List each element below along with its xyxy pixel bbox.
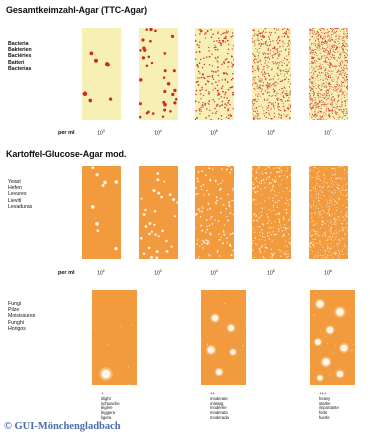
label-yeast-es: Levaduras bbox=[8, 203, 33, 210]
concentration-label: 103 bbox=[97, 129, 105, 137]
label-fungi-de: Pilze bbox=[8, 307, 20, 314]
label-fungi-it: Funghi bbox=[8, 319, 24, 326]
level-word: importante bbox=[319, 405, 339, 411]
yeast-agar-strip-4-graphic bbox=[252, 166, 291, 259]
ttc-agar-strip-4-graphic bbox=[252, 28, 291, 120]
fungi-agar-strip-1-graphic bbox=[92, 290, 137, 385]
level-word: ligera bbox=[101, 414, 112, 420]
concentration-label: 104 bbox=[210, 269, 218, 277]
label-yeast-en: Yeast bbox=[8, 179, 21, 185]
level-marker-heavy: +++ bbox=[319, 391, 327, 396]
fungi-labels: Fungi Pilze Moisissures Funghi Hongos bbox=[8, 301, 35, 332]
level-word: fuerte bbox=[319, 414, 330, 420]
copyright-watermark: © GUI-Mönchengladbach bbox=[4, 421, 121, 432]
yeast-agar-strip-5 bbox=[309, 166, 348, 259]
level-legend-moderate: ++ moderate mässig modérée moderata mode… bbox=[210, 391, 229, 421]
yeast-agar-strip-5-graphic bbox=[309, 166, 348, 259]
fungi-agar-strip-3-graphic bbox=[310, 290, 355, 385]
label-fungi-es: Hongos bbox=[8, 325, 26, 332]
label-bacteria-en: Bacteria bbox=[8, 41, 29, 47]
yeast-agar-strip-1-graphic bbox=[82, 166, 121, 259]
level-word: forte bbox=[319, 410, 328, 416]
concentration-label: 104 bbox=[154, 129, 162, 137]
ttc-agar-strip-1-graphic bbox=[82, 28, 121, 120]
concentration-label: 107 bbox=[324, 129, 332, 137]
section-title-kartoffel-agar: Kartoffel-Glucose-Agar mod. bbox=[6, 149, 127, 159]
fungi-agar-strip-2 bbox=[201, 290, 246, 385]
level-marker-slight: + bbox=[101, 391, 104, 396]
level-word: leggera bbox=[101, 410, 115, 416]
yeast-agar-strip-2 bbox=[139, 166, 178, 259]
label-bacteria-de: Bakterien bbox=[8, 47, 32, 54]
fungi-agar-strip-2-graphic bbox=[201, 290, 246, 385]
label-yeast-de: Hefen bbox=[8, 185, 22, 192]
label-bacteria-fr: Bactéries bbox=[8, 53, 32, 60]
yeast-agar-strip-1 bbox=[82, 166, 121, 259]
concentration-label: 105 bbox=[267, 269, 275, 277]
per-ml-label-2: per ml bbox=[58, 270, 75, 276]
yeast-agar-strip-2-graphic bbox=[139, 166, 178, 259]
label-bacteria-it: Batteri bbox=[8, 59, 25, 66]
level-word: slight bbox=[101, 395, 111, 401]
ttc-agar-strip-4 bbox=[252, 28, 291, 120]
ttc-agar-strip-5-graphic bbox=[309, 28, 348, 120]
ttc-agar-strip-3-graphic bbox=[195, 28, 234, 120]
bacteria-labels: Bacteria Bakterien Bactéries Batteri Bac… bbox=[8, 41, 32, 72]
level-word: starke bbox=[319, 400, 331, 406]
ttc-agar-strip-5 bbox=[309, 28, 348, 120]
ttc-agar-strip-3 bbox=[195, 28, 234, 120]
per-ml-label-1: per ml bbox=[58, 130, 75, 136]
level-word: schwache bbox=[101, 400, 120, 406]
level-word: mässig bbox=[210, 400, 224, 406]
label-yeast-fr: Levures bbox=[8, 191, 27, 198]
concentration-label: 106 bbox=[324, 269, 332, 277]
concentration-label: 106 bbox=[267, 129, 275, 137]
yeast-agar-strip-3 bbox=[195, 166, 234, 259]
ttc-agar-strip-1 bbox=[82, 28, 121, 120]
ttc-agar-strip-2 bbox=[139, 28, 178, 120]
label-bacteria-es: Bacterias bbox=[8, 65, 32, 72]
level-word: légère bbox=[101, 405, 113, 411]
yeast-labels: Yeast Hefen Levures Lieviti Levaduras bbox=[8, 179, 32, 210]
fungi-agar-strip-1 bbox=[92, 290, 137, 385]
level-word: moderada bbox=[210, 414, 229, 420]
concentration-label: 102 bbox=[97, 269, 105, 277]
level-word: modérée bbox=[210, 405, 227, 411]
yeast-agar-strip-3-graphic bbox=[195, 166, 234, 259]
level-legend-heavy: +++ heavy starke importante forte fuerte bbox=[319, 391, 339, 421]
label-fungi-en: Fungi bbox=[8, 301, 21, 307]
level-word: heavy bbox=[319, 395, 331, 401]
label-yeast-it: Lieviti bbox=[8, 197, 22, 204]
concentration-label: 103 bbox=[154, 269, 162, 277]
ttc-agar-strip-2-graphic bbox=[139, 28, 178, 120]
label-fungi-fr: Moisissures bbox=[8, 313, 36, 320]
level-word: moderata bbox=[210, 410, 228, 416]
fungi-agar-strip-3 bbox=[310, 290, 355, 385]
section-title-ttc-agar: Gesamtkeimzahl-Agar (TTC-Agar) bbox=[6, 5, 148, 15]
level-legend-slight: + slight schwache légère leggera ligera bbox=[101, 391, 120, 421]
level-word: moderate bbox=[210, 395, 228, 401]
level-marker-moderate: ++ bbox=[210, 391, 215, 396]
concentration-label: 105 bbox=[210, 129, 218, 137]
yeast-agar-strip-4 bbox=[252, 166, 291, 259]
